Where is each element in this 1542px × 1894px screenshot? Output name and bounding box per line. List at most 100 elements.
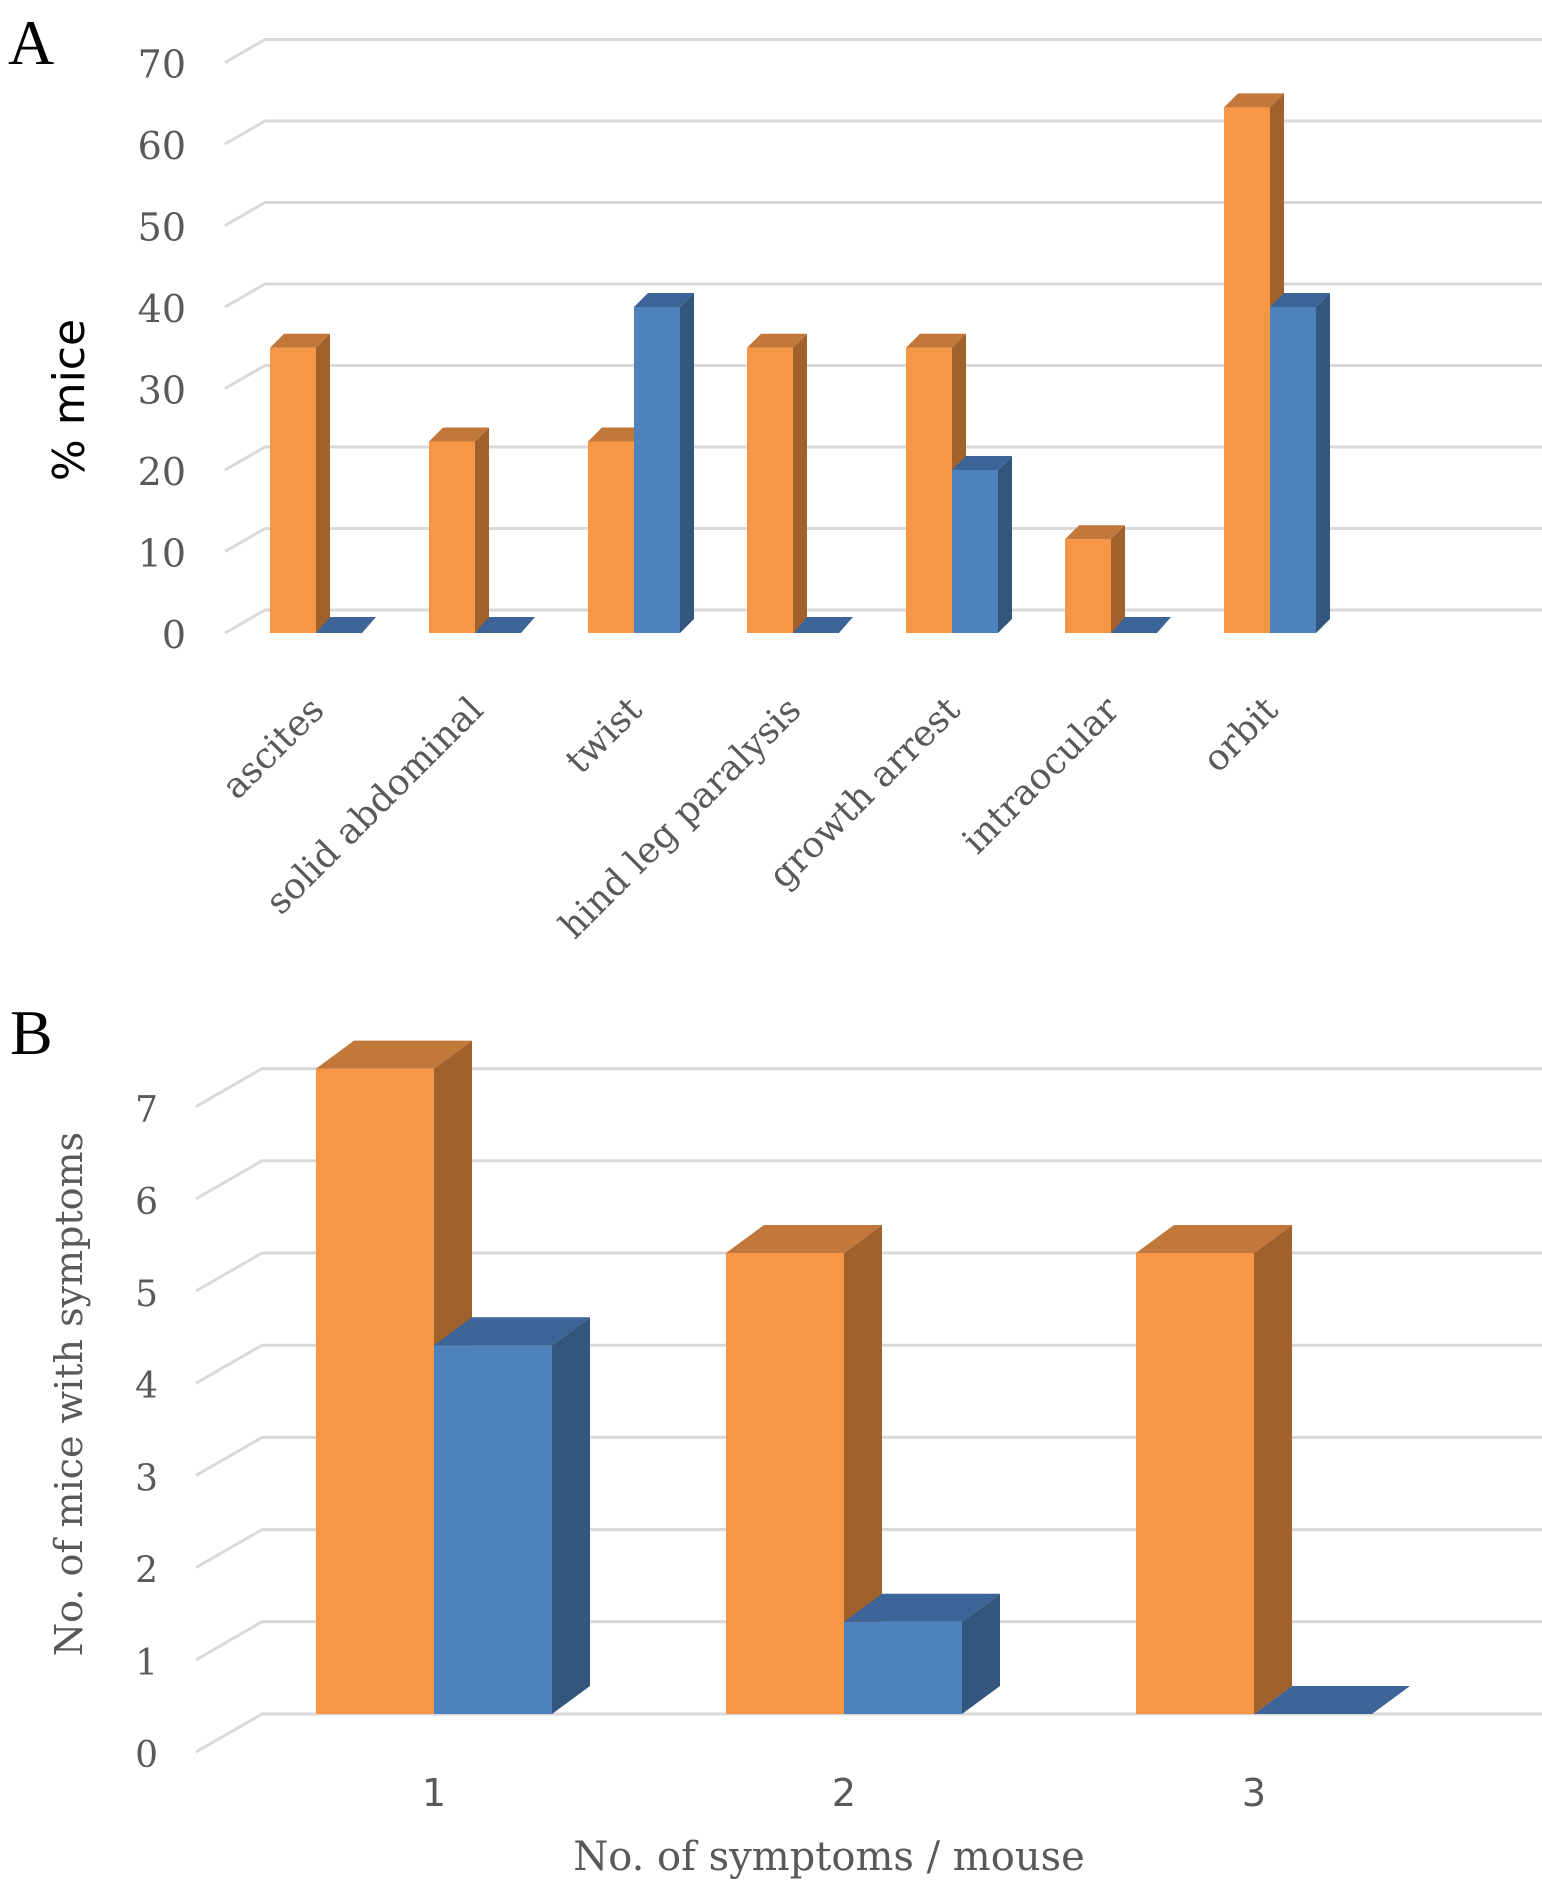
panel-b-y-ticks: 0 1 2 3 4 5 6 7 bbox=[135, 1090, 158, 1776]
bar-front bbox=[1136, 1253, 1254, 1714]
y-tick-label: 10 bbox=[138, 532, 186, 576]
bar-side bbox=[475, 427, 489, 633]
bar-blue bbox=[793, 617, 853, 633]
panel-a-bars bbox=[270, 93, 1330, 633]
bar-top bbox=[747, 333, 807, 348]
gridline bbox=[224, 201, 1542, 227]
bar-side bbox=[680, 293, 694, 633]
x-tick-label: orbit bbox=[1195, 689, 1287, 781]
bar-top bbox=[1224, 93, 1284, 108]
bar-orange bbox=[1136, 1225, 1292, 1714]
y-tick-label: 1 bbox=[135, 1643, 158, 1684]
bar-blue bbox=[952, 456, 1012, 633]
bar-front bbox=[1224, 107, 1270, 633]
bar-flat bbox=[793, 617, 853, 633]
panel-a-letter: A bbox=[8, 7, 54, 78]
y-tick-label: 50 bbox=[138, 206, 186, 250]
bar-front bbox=[844, 1621, 962, 1714]
panel-b-bars bbox=[316, 1040, 1410, 1714]
gridline bbox=[195, 1435, 1542, 1477]
bar-front bbox=[726, 1253, 844, 1714]
y-tick-label: 4 bbox=[135, 1366, 158, 1407]
panel-b-letter: B bbox=[10, 997, 53, 1068]
gridline bbox=[195, 1159, 1542, 1201]
bar-orange bbox=[270, 333, 330, 633]
bar-front bbox=[906, 347, 952, 633]
gridline bbox=[224, 527, 1542, 553]
bar-blue bbox=[316, 617, 376, 633]
bar-side bbox=[998, 456, 1012, 633]
bar-side bbox=[1316, 293, 1330, 633]
bar-front bbox=[1065, 539, 1111, 633]
bar-blue bbox=[475, 617, 535, 633]
panel-b-x-ticks: 1 2 3 bbox=[422, 1771, 1266, 1815]
gridline bbox=[195, 1067, 1542, 1108]
panel-a-y-axis-label: % mice bbox=[44, 319, 95, 481]
bar-front bbox=[270, 347, 316, 633]
gridline bbox=[224, 282, 1542, 309]
y-tick-label: 7 bbox=[135, 1090, 158, 1131]
bar-top bbox=[726, 1225, 882, 1253]
bar-blue bbox=[1111, 617, 1171, 633]
gridline bbox=[195, 1712, 1542, 1754]
bar-side bbox=[1254, 1225, 1292, 1714]
y-tick-label: 60 bbox=[138, 124, 186, 168]
gridline bbox=[224, 119, 1542, 146]
bar-front bbox=[316, 1068, 434, 1714]
bar-flat bbox=[475, 617, 535, 633]
bar-blue bbox=[434, 1317, 590, 1714]
bar-front bbox=[1270, 307, 1316, 633]
bar-side bbox=[962, 1593, 1000, 1714]
bar-top bbox=[1065, 525, 1125, 540]
panel-a-gridlines bbox=[224, 38, 1542, 635]
panel-b-gridlines bbox=[195, 1067, 1542, 1754]
x-tick-label: 3 bbox=[1242, 1771, 1266, 1815]
y-tick-label: 20 bbox=[138, 450, 186, 494]
bar-top bbox=[270, 333, 330, 348]
y-tick-label: 0 bbox=[135, 1735, 158, 1776]
bar-top bbox=[316, 1040, 472, 1069]
bar-flat bbox=[316, 617, 376, 633]
y-tick-label: 3 bbox=[135, 1458, 158, 1499]
bar-orange bbox=[747, 333, 807, 633]
bar-blue bbox=[1254, 1686, 1410, 1714]
gridline bbox=[195, 1343, 1542, 1385]
y-tick-label: 5 bbox=[135, 1274, 158, 1315]
bar-flat bbox=[1254, 1686, 1410, 1714]
bar-side bbox=[552, 1317, 590, 1714]
bar-side bbox=[1111, 525, 1125, 633]
bar-orange bbox=[726, 1225, 882, 1714]
gridline bbox=[195, 1528, 1542, 1569]
y-tick-label: 30 bbox=[138, 369, 186, 413]
gridline bbox=[195, 1620, 1542, 1662]
bar-side bbox=[844, 1225, 882, 1714]
bar-front bbox=[952, 470, 998, 633]
bar-top bbox=[844, 1593, 1000, 1622]
bar-side bbox=[316, 333, 330, 633]
bar-blue bbox=[844, 1593, 1000, 1714]
y-tick-label: 0 bbox=[162, 613, 186, 657]
x-tick-label: 2 bbox=[832, 1771, 856, 1815]
panel-a-y-ticks: 0 10 20 30 40 50 60 70 bbox=[138, 43, 186, 658]
bar-front bbox=[429, 441, 475, 633]
bar-front bbox=[588, 441, 634, 633]
gridline bbox=[224, 445, 1542, 472]
bar-top bbox=[588, 427, 648, 442]
panel-b-x-axis-label: No. of symptoms / mouse bbox=[573, 1834, 1085, 1880]
bar-top bbox=[634, 293, 694, 307]
x-tick-label: twist bbox=[558, 689, 651, 782]
bar-flat bbox=[1111, 617, 1171, 633]
bar-top bbox=[906, 333, 966, 348]
x-tick-label: intraocular bbox=[955, 689, 1128, 862]
bar-orange bbox=[429, 427, 489, 633]
gridline bbox=[224, 608, 1542, 635]
gridline bbox=[224, 364, 1542, 390]
y-tick-label: 6 bbox=[135, 1182, 158, 1223]
gridline bbox=[224, 38, 1542, 64]
y-tick-label: 70 bbox=[138, 43, 186, 87]
bar-top bbox=[1270, 293, 1330, 307]
panel-b-y-axis-label: No. of mice with symptoms bbox=[47, 1132, 91, 1656]
gridline bbox=[195, 1251, 1542, 1293]
bar-orange bbox=[1065, 525, 1125, 633]
